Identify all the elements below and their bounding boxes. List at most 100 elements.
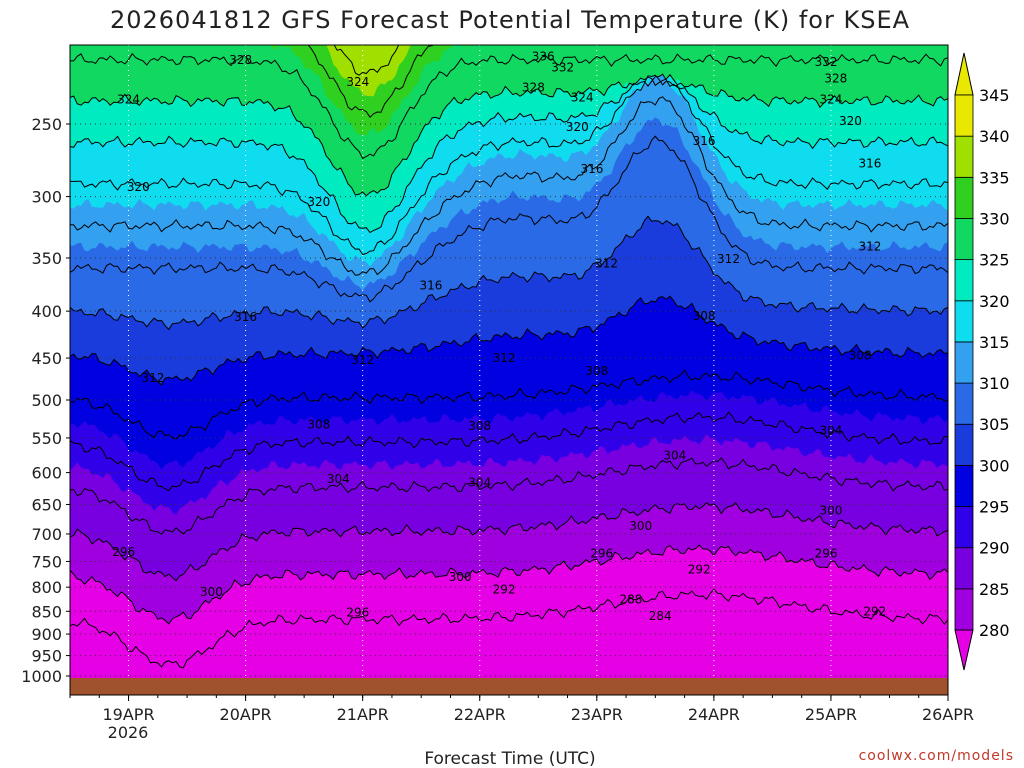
colorbar-segment-285	[954, 547, 974, 590]
grid-lines	[70, 45, 948, 695]
contour-label-9: 328	[824, 71, 847, 85]
colorbar-segment-280	[954, 588, 974, 631]
y-tick-label-750: 750	[31, 552, 62, 571]
contour-label-28: 308	[307, 418, 330, 432]
contour-label-12: 316	[693, 134, 716, 148]
y-tick-label-500: 500	[31, 391, 62, 410]
x-tick-label-7: 26APR	[922, 705, 974, 724]
contour-label-23: 312	[351, 353, 374, 367]
contour-label-17: 312	[859, 239, 882, 253]
x-tick-label-0: 19APR	[102, 705, 154, 724]
contour-label-7: 320	[566, 120, 589, 134]
y-tick-label-800: 800	[31, 578, 62, 597]
contour-label-27: 308	[585, 364, 608, 378]
source-credit: coolwx.com/models	[859, 748, 1014, 764]
contour-lines	[70, 45, 948, 669]
x-axis-label: Forecast Time (UTC)	[424, 749, 595, 768]
contour-label-25: 308	[849, 348, 872, 362]
contour-line-312	[70, 135, 948, 303]
colorbar-label-325: 325	[979, 251, 1010, 270]
contour-label-13: 316	[580, 162, 603, 176]
y-tick-label-700: 700	[31, 525, 62, 544]
contour-label-39: 300	[449, 570, 472, 584]
colorbar-label-320: 320	[979, 292, 1010, 311]
contour-label-4: 332	[551, 61, 574, 75]
contour-label-35: 300	[629, 519, 652, 533]
colorbar-label-285: 285	[979, 580, 1010, 599]
y-tick-label-300: 300	[31, 188, 62, 207]
contour-label-15: 320	[127, 180, 150, 194]
y-tick-label-900: 900	[31, 625, 62, 644]
contour-label-46: 292	[863, 604, 886, 618]
y-tick-label-1000: 1000	[21, 667, 62, 686]
x-tick-label-1: 20APR	[220, 705, 272, 724]
contour-line-308	[70, 215, 948, 331]
contour-line-304	[70, 295, 948, 386]
colorbar-label-280: 280	[979, 621, 1010, 640]
colorbar-segment-325	[954, 218, 974, 261]
colorbar-label-295: 295	[979, 498, 1010, 517]
contour-label-8: 332	[815, 55, 838, 69]
y-tick-label-250: 250	[31, 115, 62, 134]
colorbar-segment-290	[954, 506, 974, 549]
contour-label-31: 304	[663, 449, 686, 463]
x-tick-label-3: 22APR	[454, 705, 506, 724]
y-tick-label-650: 650	[31, 495, 62, 514]
contour-label-40: 292	[688, 562, 711, 576]
y-tick-label-400: 400	[31, 302, 62, 321]
x-tick-label-5: 24APR	[688, 705, 740, 724]
contour-label-6: 324	[571, 91, 594, 105]
x-tick-label-2: 21APR	[337, 705, 389, 724]
contour-line-288	[70, 502, 948, 582]
contour-label-34: 300	[819, 504, 842, 518]
contour-line-284	[70, 544, 948, 625]
colorbar-segment-330	[954, 176, 974, 219]
colorbar-extend-bottom	[954, 629, 974, 671]
contour-label-5: 328	[522, 80, 545, 94]
contour-label-29: 308	[468, 419, 491, 433]
contour-label-10: 324	[819, 92, 842, 106]
colorbar-label-290: 290	[979, 539, 1010, 558]
x-tick-label-6: 25APR	[805, 705, 857, 724]
y-tick-label-850: 850	[31, 602, 62, 621]
contour-line-332	[70, 52, 948, 160]
contour-line-320	[70, 74, 948, 256]
plot-area: 3283243243363323283243203323283243203163…	[70, 45, 948, 695]
contour-line-328	[70, 73, 948, 197]
contour-label-24: 312	[493, 351, 516, 365]
contour-labels: 3283243243363323283243203323283243203163…	[112, 49, 886, 622]
colorbar-segment-295	[954, 464, 974, 507]
colorbar: 280 285 290 295 300 305 310 315 320 325 330 335 340 3…	[954, 52, 1010, 671]
contour-label-18: 312	[717, 252, 740, 266]
contour-label-11: 320	[839, 114, 862, 128]
colorbar-label-310: 310	[979, 374, 1010, 393]
x-axis: 19APR 20APR 21APR 22APR 23APR 24APR 25APR 26APR	[69, 695, 974, 724]
colorbar-label-330: 330	[979, 209, 1010, 228]
colorbar-segment-300	[954, 423, 974, 466]
contour-line-300	[70, 369, 948, 440]
contour-label-22: 308	[693, 309, 716, 323]
colorbar-segment-305	[954, 382, 974, 425]
ground-surface	[70, 678, 948, 695]
x-tick-label-4: 23APR	[571, 705, 623, 724]
chart-title: 2026041812 GFS Forecast Potential Temper…	[110, 6, 910, 34]
colorbar-label-300: 300	[979, 456, 1010, 475]
contour-line-296	[70, 411, 948, 492]
contour-label-30: 304	[819, 424, 842, 438]
colorbar-segment-340	[954, 94, 974, 137]
contour-label-14: 316	[859, 156, 882, 170]
y-tick-label-550: 550	[31, 429, 62, 448]
contour-line-316	[70, 96, 948, 276]
colorbar-label-345: 345	[979, 86, 1010, 105]
contour-line-324	[70, 73, 948, 234]
band-276	[70, 623, 948, 695]
contour-label-21: 316	[234, 310, 257, 324]
contour-label-45: 296	[346, 606, 369, 620]
contour-label-37: 296	[590, 546, 613, 560]
y-tick-label-950: 950	[31, 647, 62, 666]
contour-label-42: 300	[200, 585, 223, 599]
x-year-label: 2026	[108, 723, 149, 742]
colorbar-label-340: 340	[979, 127, 1010, 146]
y-tick-label-450: 450	[31, 349, 62, 368]
